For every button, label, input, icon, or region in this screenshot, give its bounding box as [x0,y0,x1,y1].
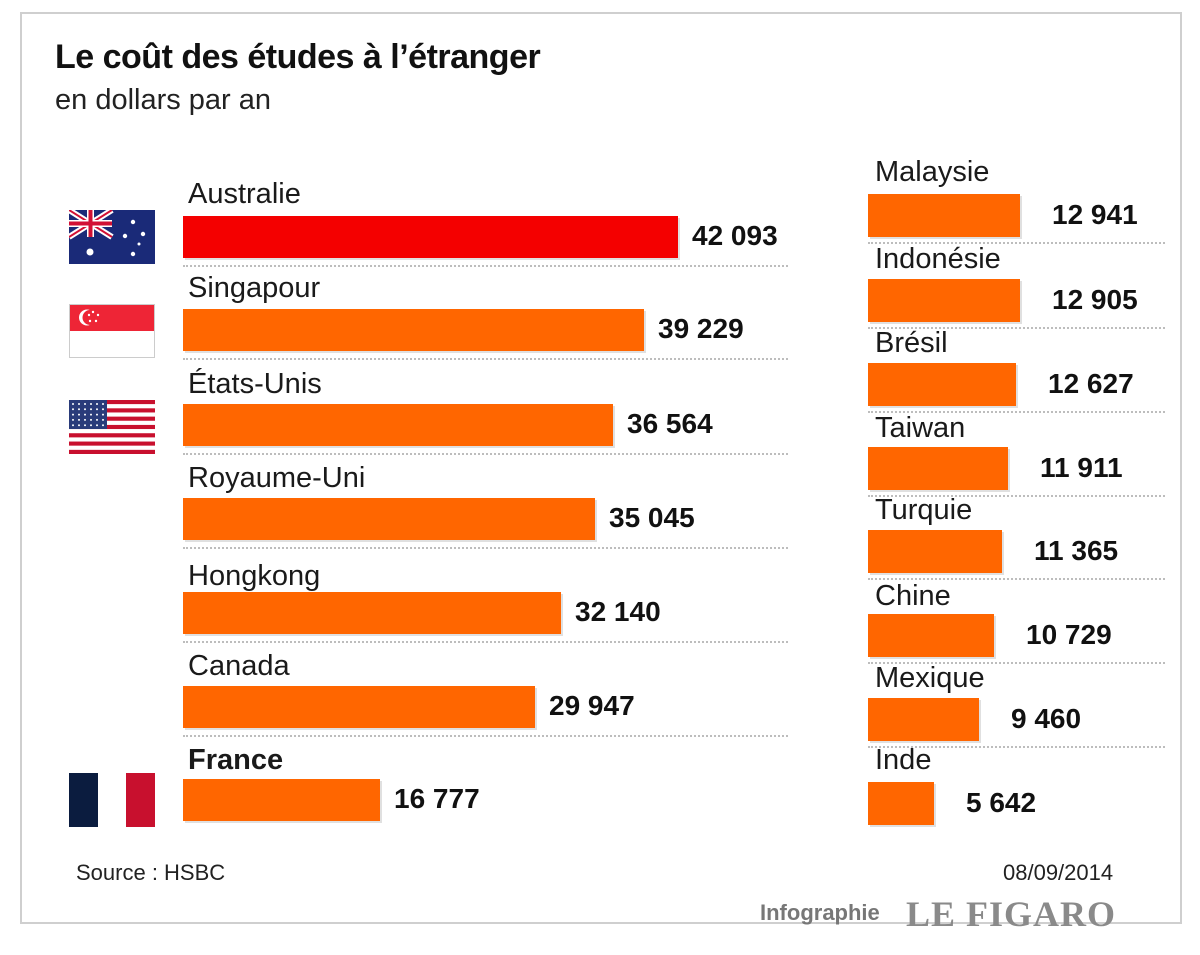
bar-value-label: 36 564 [627,408,713,439]
bar-value-label: 12 941 [1052,199,1138,230]
row-separator [868,411,1165,413]
row-separator [183,735,788,737]
singapore-flag-icon [69,304,155,358]
bar [868,447,1008,490]
bar-category-label: Turquie [875,494,973,526]
bar-value-label: 11 365 [1034,535,1119,566]
row-separator [183,453,788,455]
bar-category-label: Indonésie [875,243,1001,275]
bar-value-label: 16 777 [394,783,480,814]
bar-value-label: 35 045 [609,502,695,533]
bar [868,279,1020,322]
chart-subtitle: en dollars par an [55,84,272,116]
bar-category-label: Hongkong [188,560,321,592]
bar [183,686,535,728]
bar-value-label: 10 729 [1026,619,1112,650]
bar-category-label: Brésil [875,327,948,359]
row-separator [868,327,1165,329]
bar-category-label: Malaysie [875,156,990,188]
le-figaro-logo: LE FIGARO [906,894,1117,934]
bar-value-label: 42 093 [692,220,778,251]
bar [868,363,1016,406]
row-separator [868,578,1165,580]
row-separator [868,495,1165,497]
bar [868,614,994,657]
row-separator [868,746,1165,748]
bar [183,779,380,821]
row-separator [183,641,788,643]
bar-category-label: Taiwan [875,412,966,444]
bar-category-label: Australie [188,178,301,210]
bar [183,309,644,351]
bar-value-label: 29 947 [549,690,635,721]
bar-value-label: 11 911 [1040,452,1123,483]
bar-value-label: 12 905 [1052,284,1138,315]
chart-title: Le coût des études à l’étranger [55,38,541,76]
france-flag-icon [69,773,155,827]
bar [183,404,613,446]
bar [183,216,678,258]
source-note: Source : HSBC [76,860,226,885]
row-separator [183,547,788,549]
bar-value-label: 32 140 [575,596,661,627]
row-separator [183,358,788,360]
publication-date: 08/09/2014 [1003,860,1114,885]
bar-category-label: Canada [188,650,290,682]
bar-value-label: 9 460 [1011,703,1082,734]
bar [868,782,934,825]
bar [183,498,595,540]
bar-value-label: 5 642 [966,787,1037,818]
bar-category-label: Mexique [875,662,985,694]
row-separator [183,265,788,267]
australia-flag-icon [69,210,155,264]
bar-category-label: France [188,744,284,776]
bar-value-label: 12 627 [1048,368,1134,399]
bar-value-label: 39 229 [658,313,744,344]
infographie-credit: Infographie [760,900,880,925]
bar [868,698,979,741]
bar-category-label: Royaume-Uni [188,462,366,494]
bar-category-label: Chine [875,580,951,612]
usa-flag-icon [69,400,155,454]
bar [868,194,1020,237]
bar-category-label: Singapour [188,272,321,304]
bar [868,530,1002,573]
row-separator [868,662,1165,664]
bar [183,592,561,634]
bar-category-label: Inde [875,744,932,776]
row-separator [868,242,1165,244]
bar-category-label: États-Unis [188,368,322,400]
